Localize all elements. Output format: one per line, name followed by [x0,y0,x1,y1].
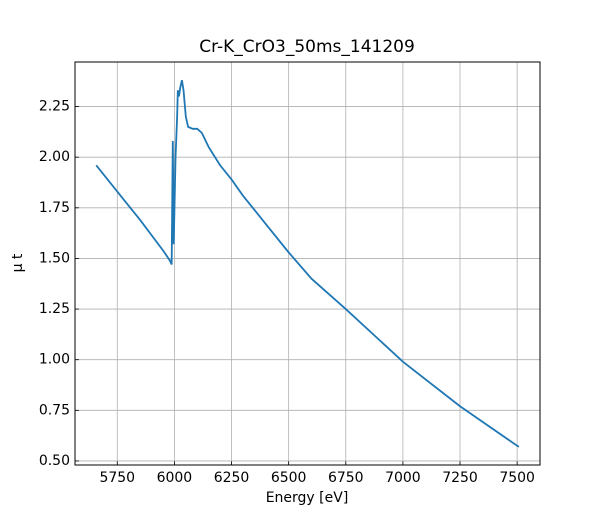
x-tick-label: 7500 [499,470,535,486]
y-tick-label: 1.25 [39,301,70,317]
x-axis-label: Energy [eV] [266,490,349,506]
y-tick-label: 1.00 [39,352,70,368]
y-tick-label: 1.75 [39,200,70,216]
x-tick-label: 6000 [157,470,193,486]
y-tick-label: 2.00 [39,149,70,165]
y-axis-label: μ t [10,253,26,272]
chart-title: Cr-K_CrO3_50ms_141209 [199,37,415,57]
plot-frame [74,61,541,466]
y-tick-label: 2.25 [39,99,70,115]
data-line [95,80,520,448]
x-tick-label: 6500 [271,470,307,486]
y-tick-label: 0.50 [39,453,70,469]
x-tick-label: 5750 [99,470,135,486]
y-tick-label: 0.75 [39,402,70,418]
x-tick-label: 7000 [385,470,421,486]
y-tick-label: 1.50 [39,250,70,266]
x-tick-label: 7250 [442,470,478,486]
x-tick-label: 6250 [214,470,250,486]
x-tick-label: 6750 [328,470,364,486]
